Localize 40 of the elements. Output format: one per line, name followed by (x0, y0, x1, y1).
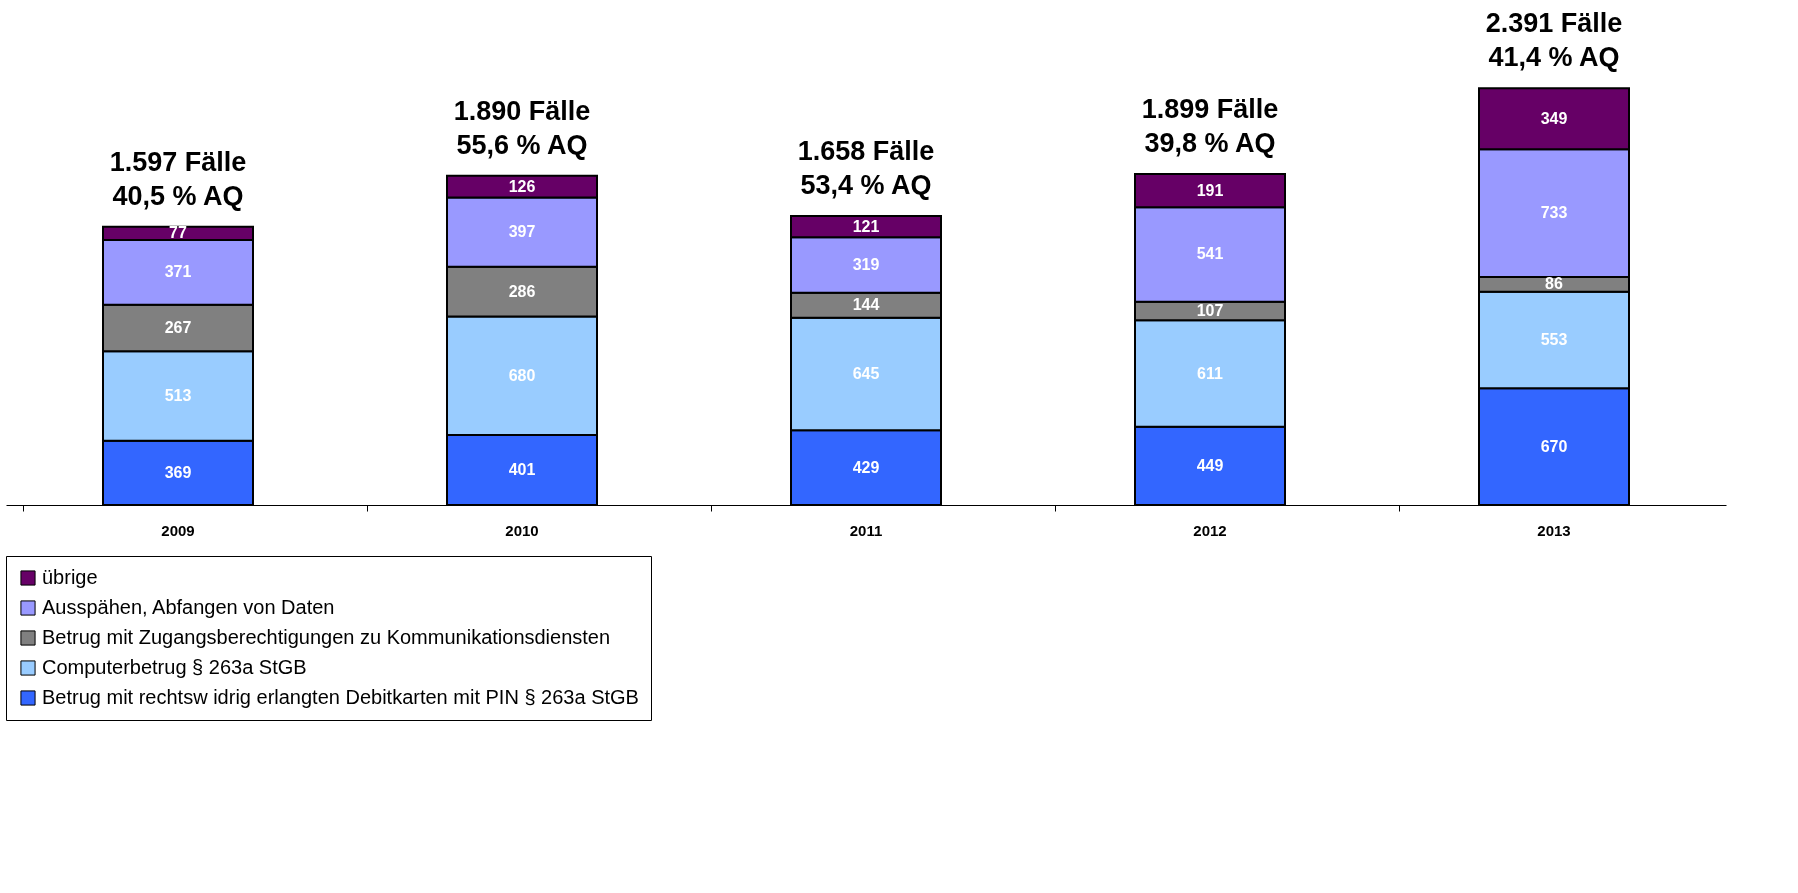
data-label: 107 (1196, 301, 1224, 319)
data-label: 449 (1196, 456, 1224, 474)
legend-label: Betrug mit Zugangsberechtigungen zu Kommunikationsdiensten (42, 626, 611, 648)
legend-label: übrige (42, 566, 98, 588)
data-label: 680 (508, 366, 536, 384)
data-label: 77 (169, 224, 187, 242)
data-label: 611 (1197, 364, 1224, 382)
data-label: 733 (1540, 204, 1568, 222)
data-label: 553 (1540, 331, 1568, 349)
x-tick-label: 2010 (505, 521, 539, 539)
x-tick-label: 2012 (1193, 521, 1227, 539)
data-label: 397 (508, 223, 536, 241)
data-label: 541 (1196, 245, 1224, 263)
x-tick-label: 2009 (161, 521, 195, 539)
total-label: 2.391 Fälle 41,4 % AQ (1485, 8, 1623, 73)
data-label: 191 (1196, 181, 1224, 199)
data-label: 645 (852, 365, 880, 383)
data-label: 513 (164, 387, 192, 404)
total-label: 1.658 Fälle 53,4 % AQ (797, 136, 935, 201)
data-label: 267 (164, 319, 192, 337)
data-label: 369 (164, 463, 192, 481)
data-label: 371 (164, 263, 192, 281)
data-label: 121 (852, 217, 880, 235)
legend-label: Betrug mit rechtsw idrig erlangten Debitkarten mit PIN § 263a StGB (42, 686, 639, 708)
total-label: 1.597 Fälle 40,5 % AQ (109, 146, 247, 211)
total-label: 1.890 Fälle 55,6 % AQ (453, 95, 591, 160)
data-label: 429 (852, 458, 880, 476)
legend-label: Ausspähen, Abfangen von Daten (42, 596, 335, 618)
data-label: 286 (508, 282, 536, 300)
data-label: 86 (1545, 275, 1563, 293)
legend-label: Computerbetrug § 263a StGB (42, 656, 307, 678)
data-label: 401 (508, 461, 536, 479)
data-label: 319 (852, 255, 880, 273)
x-tick-label: 2013 (1537, 521, 1571, 539)
x-tick-label: 2011 (849, 521, 883, 539)
data-label: 349 (1540, 109, 1568, 127)
data-label: 670 (1540, 437, 1568, 455)
data-label: 126 (508, 177, 536, 195)
data-label: 144 (852, 296, 880, 314)
total-label: 1.899 Fälle 39,8 % AQ (1141, 94, 1279, 159)
